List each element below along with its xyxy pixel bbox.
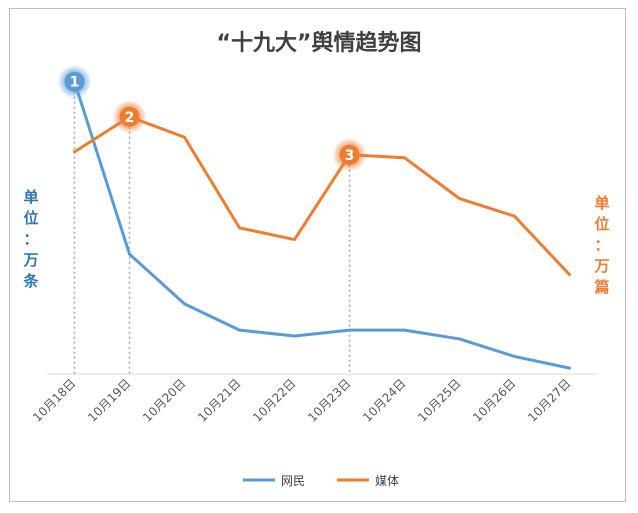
x-tick-label: 10月19日 (85, 376, 133, 424)
x-tick-label: 10月21日 (195, 376, 243, 424)
left-unit-char: 万 (22, 251, 38, 269)
marker-number: 2 (125, 110, 135, 126)
x-tick-label: 10月20日 (140, 376, 188, 424)
x-tick-label: 10月24日 (360, 376, 408, 424)
marker-number: 1 (70, 75, 80, 91)
right-unit-char: 万 (593, 257, 609, 275)
marker-badge (119, 106, 140, 127)
x-tick-label: 10月25日 (415, 376, 463, 424)
right-unit-char: 位 (594, 215, 609, 233)
chart-frame (9, 8, 626, 502)
x-tick-label: 10月18日 (30, 376, 78, 424)
right-unit-char: ： (594, 236, 609, 254)
x-tick-label: 10月22日 (250, 376, 298, 424)
right-unit-char: 篇 (594, 278, 609, 296)
x-tick-label: 10月26日 (470, 376, 518, 424)
left-unit-char: 位 (23, 209, 38, 227)
left-axis-unit-label: 单位 ： 万条 (22, 188, 39, 290)
legend-label-media: 媒体 (375, 474, 399, 488)
left-unit-char: ： (23, 230, 38, 248)
marker-number: 3 (345, 148, 355, 164)
marker-badge (339, 144, 360, 165)
x-tick-label: 10月23日 (305, 376, 353, 424)
legend-label-netizen: 网民 (281, 474, 305, 488)
right-unit-char: 单 (594, 194, 609, 212)
series-line-media (73, 115, 571, 277)
marker-badge (64, 71, 85, 92)
series-line-netizen (73, 80, 571, 370)
chart-title: “十九大”舆情趋势图 (217, 30, 422, 56)
left-unit-char: 单 (23, 188, 38, 206)
legend: 网民 媒体 (243, 474, 399, 488)
right-axis-unit-label: 单位 ： 万篇 (593, 194, 609, 296)
x-tick-label: 10月27日 (525, 376, 573, 424)
left-unit-char: 条 (22, 272, 39, 290)
